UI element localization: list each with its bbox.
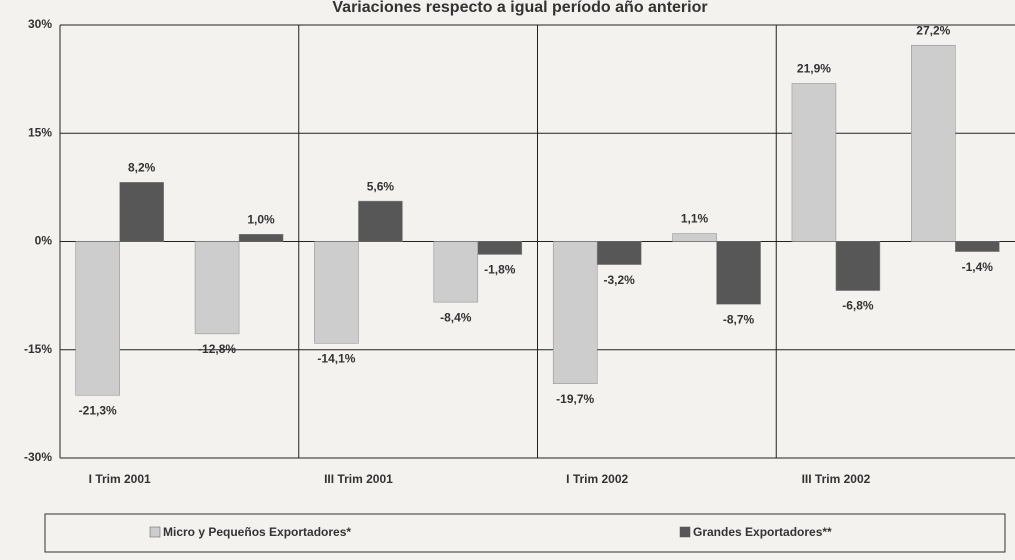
bar [238,234,284,242]
data-label: -19,7% [556,392,594,406]
bar [596,241,642,265]
legend-box [44,513,1006,553]
y-tick-label: -15% [24,342,52,356]
bar [672,233,717,242]
x-tick-label: III Trim 2002 [802,472,871,486]
bar [552,241,598,384]
data-label: -8,4% [440,310,472,324]
data-label: -14,1% [317,351,355,365]
bar [433,241,479,303]
x-tick-label: I Trim 2001 [89,472,151,486]
data-label: -12,8% [198,342,236,356]
legend-swatch [149,526,161,538]
y-tick-label: 30% [28,17,52,31]
legend-label: Micro y Pequeños Exportadores* [163,525,351,539]
legend-label: Grandes Exportadores** [693,525,832,539]
data-label: 5,6% [367,179,395,193]
data-label: 21,9% [797,62,831,76]
bar [358,200,403,242]
x-tick-label: III Trim 2001 [324,472,393,486]
bar [716,241,761,305]
bar [955,241,1000,252]
bar [194,241,240,335]
bar [75,241,120,396]
bar [791,83,837,242]
bar [119,182,164,242]
bar [477,241,523,255]
bar [911,44,956,242]
legend-swatch [679,526,691,538]
data-label: 1,1% [681,212,709,226]
data-label: -8,7% [723,312,755,326]
y-tick-label: -30% [24,450,52,464]
data-label: -1,8% [484,263,516,277]
y-tick-label: 0% [35,234,53,248]
data-label: 27,2% [916,23,950,37]
data-label: -6,8% [842,299,874,313]
y-tick-label: 15% [28,125,52,139]
data-label: -21,3% [79,403,117,417]
data-label: 1,0% [247,212,275,226]
bar [314,241,359,344]
data-label: -3,2% [604,273,636,287]
data-label: -1,4% [962,260,994,274]
chart-title: Variaciones respecto a igual período año… [332,0,707,16]
data-label: 8,2% [128,160,156,174]
x-tick-label: I Trim 2002 [566,472,628,486]
bar [835,241,881,291]
